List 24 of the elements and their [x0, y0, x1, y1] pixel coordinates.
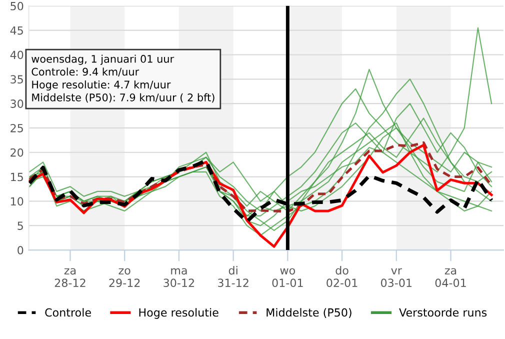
legend-label: Verstoorde runs [399, 308, 487, 317]
y-tick-label: 50 [10, 2, 24, 10]
y-tick-label: 15 [11, 172, 23, 182]
y-tick-label: 45 [10, 26, 23, 35]
x-tick-label: za 04-01 [435, 268, 466, 288]
y-tick-label: 35 [10, 75, 23, 84]
legend-label: Middelste (P50) [266, 308, 352, 318]
x-tick-label: za 28-12 [54, 268, 86, 288]
y-tick-label: 25 [10, 124, 23, 132]
x-tick-label: ma 30-12 [164, 268, 194, 288]
y-tick-label: 0 [18, 246, 24, 254]
y-tick-label: 10 [11, 197, 24, 206]
annotation: woensdag, 1 januari 01 uur Controle: 9.4 km/uur Hoge resolutie: 4.7 km/uur Middelste (P50): 7.9 km/uur ( 2 bft) [32, 54, 214, 103]
x-tick-label: zo 29-12 [109, 268, 140, 288]
x-tick-label: vr 03-01 [380, 268, 412, 288]
legend-label: Hoge resolutie [139, 308, 218, 319]
y-tick-label: 30 [10, 100, 24, 108]
x-tick-label: wo 01-01 [272, 268, 303, 288]
y-tick-label: 40 [10, 50, 24, 60]
x-tick-label: do 02-01 [326, 266, 358, 288]
y-tick-label: 5 [18, 222, 23, 230]
y-tick-label: 20 [10, 148, 24, 157]
x-tick-label: di 31-12 [218, 266, 248, 288]
legend-label: Controle [45, 308, 91, 317]
